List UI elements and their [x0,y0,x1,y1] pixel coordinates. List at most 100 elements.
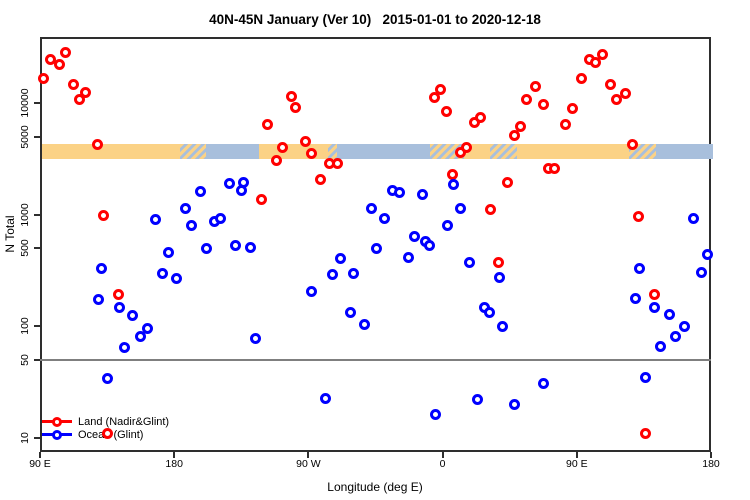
data-point-land [79,87,91,99]
chart-title: 40N-45N January (Ver 10) 2015-01-01 to 2… [209,12,541,27]
data-point-land [610,93,622,105]
data-point-land [60,47,72,59]
data-point-ocean [170,273,182,284]
data-point-ocean [370,243,382,255]
data-point-ocean [348,268,360,280]
data-point-land [261,118,273,130]
reference-line-50 [40,358,711,361]
data-point-ocean [249,332,261,344]
x-axis-tick [39,452,41,458]
data-point-ocean [149,214,161,226]
x-axis-title: Longitude (deg E) [327,480,423,494]
data-point-land [549,162,561,174]
data-point-ocean [688,213,700,225]
y-axis-tick-label: 1000 [19,203,31,227]
y-axis-tick [34,213,40,216]
x-axis-tick-label: 0 [439,458,446,470]
data-point-ocean [224,178,236,190]
data-point-land [102,428,114,440]
data-point-land [501,176,513,188]
data-point-ocean [245,241,257,253]
data-point-land [492,256,504,268]
data-point-land [559,118,571,130]
x-axis-tick-label: 180 [702,458,720,470]
data-point-ocean [366,202,378,214]
data-point-land [515,120,527,132]
data-point-land [434,84,446,96]
x-axis-tick [710,452,712,458]
map-band-segment-land [258,143,329,159]
data-point-ocean [509,399,521,411]
data-point-ocean [358,319,370,330]
data-point-ocean [379,213,391,225]
data-point-land [632,211,644,223]
data-point-land [300,135,312,147]
map-band-segment-mixed [328,143,338,159]
data-point-ocean [157,268,169,280]
data-point-land [45,53,57,65]
data-point-land [270,154,282,166]
data-point-ocean [403,251,415,263]
data-point-ocean [306,286,318,298]
map-band-segment-ocean [206,143,259,159]
data-point-land [626,139,638,151]
data-point-ocean [142,322,154,334]
data-point-land [521,93,533,105]
legend-marker-circle-icon [52,429,62,440]
map-band-segment-ocean [337,143,430,159]
data-point-ocean [96,263,108,275]
legend-marker-line [42,416,72,427]
x-axis-tick [173,452,176,458]
data-point-ocean [494,271,506,283]
data-point-ocean [409,230,421,242]
data-point-land [428,92,440,104]
data-point-ocean [185,219,197,231]
y-axis-tick-label: 5000 [19,124,31,149]
data-point-ocean [424,239,436,251]
data-point-ocean [102,372,114,384]
y-axis-tick-label: 50 [19,354,31,366]
data-point-land [37,73,49,85]
data-point-ocean [200,243,212,255]
data-point-land [54,59,66,71]
data-point-ocean [93,293,105,305]
data-point-ocean [230,239,242,251]
map-band-segment-mixed [179,143,207,159]
data-point-ocean [464,257,476,268]
data-point-ocean [655,340,667,352]
map-band-segment-mixed [429,143,464,159]
data-point-land [276,141,288,153]
data-point-ocean [345,306,357,318]
data-point-land [315,173,327,185]
data-point-ocean [471,393,483,405]
data-point-land [597,49,609,61]
data-point-ocean [319,392,331,404]
y-axis-tick [34,247,40,250]
data-point-ocean [483,306,495,318]
data-point-ocean [416,188,428,200]
x-axis-tick-label: 90 W [296,458,321,470]
data-point-ocean [327,269,339,281]
data-point-land [440,106,452,118]
data-point-ocean [237,177,249,189]
legend-marker-circle-icon [52,416,62,427]
data-point-land [619,87,631,99]
data-point-land [73,93,85,105]
legend-item: Land (Nadir&Glint) [42,415,169,428]
y-axis-tick [34,358,40,361]
legend: Land (Nadir&Glint) Ocean (Glint) [42,415,169,441]
data-point-ocean [640,372,652,384]
data-point-ocean [127,310,139,322]
data-point-land [589,57,601,69]
data-point-ocean [163,246,175,258]
legend-marker-line [42,429,72,440]
y-axis-tick-label: 500 [19,239,31,258]
data-point-land [285,90,297,102]
data-point-ocean [497,320,509,332]
data-point-land [67,78,79,90]
data-point-land [604,78,616,90]
data-point-ocean [670,330,682,342]
data-point-land [289,102,301,114]
data-point-ocean [679,320,691,332]
